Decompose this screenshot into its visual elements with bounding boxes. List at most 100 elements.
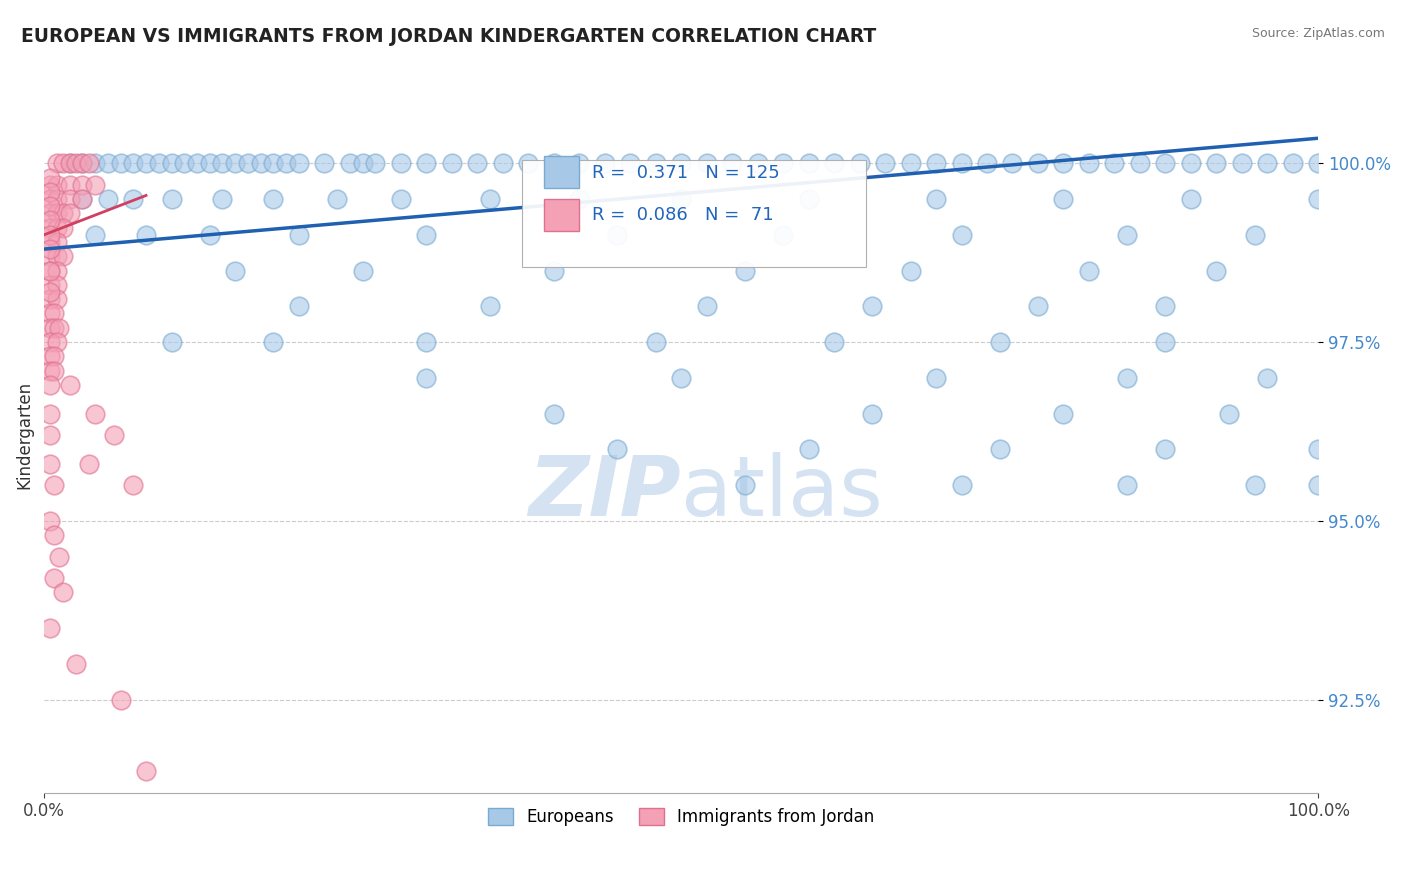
- Point: [1129, 156, 1152, 170]
- Point: [900, 263, 922, 277]
- Point: [58, 156, 80, 170]
- Point: [84, 407, 107, 421]
- Bar: [544, 199, 579, 231]
- Text: ZIP: ZIP: [529, 451, 681, 533]
- Point: [988, 334, 1011, 349]
- Point: [65, 657, 87, 671]
- Point: [58, 178, 80, 192]
- Point: [97, 156, 120, 170]
- Point: [224, 263, 246, 277]
- Point: [696, 299, 718, 313]
- Point: [72, 156, 94, 170]
- Point: [772, 227, 794, 242]
- Point: [1052, 407, 1074, 421]
- Point: [873, 156, 896, 170]
- Point: [39, 185, 62, 199]
- Point: [1243, 227, 1265, 242]
- Point: [797, 442, 820, 457]
- Point: [211, 192, 233, 206]
- Point: [1077, 263, 1099, 277]
- Point: [262, 334, 284, 349]
- Point: [39, 285, 62, 299]
- Point: [352, 156, 374, 170]
- Point: [72, 192, 94, 206]
- Point: [1218, 407, 1240, 421]
- Point: [44, 528, 66, 542]
- Legend: Europeans, Immigrants from Jordan: Europeans, Immigrants from Jordan: [479, 799, 883, 834]
- Point: [77, 457, 100, 471]
- Point: [65, 156, 87, 170]
- Point: [58, 156, 80, 170]
- Point: [39, 306, 62, 320]
- Point: [45, 334, 67, 349]
- Point: [39, 277, 62, 292]
- Point: [45, 235, 67, 249]
- Point: [1116, 478, 1139, 492]
- Point: [39, 514, 62, 528]
- Point: [1243, 478, 1265, 492]
- Point: [1026, 156, 1049, 170]
- Text: R =  0.086   N =  71: R = 0.086 N = 71: [592, 206, 773, 225]
- Point: [492, 156, 515, 170]
- Point: [1052, 192, 1074, 206]
- Point: [950, 227, 973, 242]
- Point: [44, 478, 66, 492]
- Point: [606, 227, 628, 242]
- Point: [39, 213, 62, 227]
- Point: [45, 249, 67, 263]
- Point: [52, 249, 75, 263]
- Point: [465, 156, 488, 170]
- Point: [48, 320, 70, 334]
- Point: [288, 156, 311, 170]
- Point: [39, 170, 62, 185]
- Point: [97, 192, 120, 206]
- Point: [415, 371, 437, 385]
- Point: [1205, 263, 1227, 277]
- Point: [1205, 156, 1227, 170]
- Point: [262, 156, 284, 170]
- Point: [669, 371, 692, 385]
- Point: [1077, 156, 1099, 170]
- Point: [236, 156, 259, 170]
- Point: [1154, 442, 1177, 457]
- Text: R =  0.371   N = 125: R = 0.371 N = 125: [592, 163, 780, 182]
- Point: [58, 192, 80, 206]
- Point: [747, 156, 769, 170]
- Point: [772, 156, 794, 170]
- Point: [988, 442, 1011, 457]
- Point: [122, 478, 145, 492]
- Point: [148, 156, 170, 170]
- Point: [1180, 156, 1202, 170]
- Point: [797, 156, 820, 170]
- Point: [440, 156, 463, 170]
- Point: [1256, 156, 1278, 170]
- Point: [415, 156, 437, 170]
- Point: [72, 156, 94, 170]
- Point: [135, 156, 157, 170]
- Point: [45, 277, 67, 292]
- Point: [1116, 371, 1139, 385]
- Point: [1180, 192, 1202, 206]
- Point: [45, 178, 67, 192]
- Point: [72, 192, 94, 206]
- Point: [288, 227, 311, 242]
- Point: [103, 428, 125, 442]
- Point: [224, 156, 246, 170]
- Point: [173, 156, 195, 170]
- Point: [39, 249, 62, 263]
- Point: [288, 299, 311, 313]
- Point: [696, 156, 718, 170]
- Point: [44, 350, 66, 364]
- Point: [39, 428, 62, 442]
- Point: [415, 227, 437, 242]
- Point: [1281, 156, 1303, 170]
- Point: [39, 220, 62, 235]
- Text: Source: ZipAtlas.com: Source: ZipAtlas.com: [1251, 27, 1385, 40]
- Point: [669, 156, 692, 170]
- Point: [84, 178, 107, 192]
- Point: [45, 292, 67, 306]
- Point: [122, 156, 145, 170]
- Point: [1116, 227, 1139, 242]
- Point: [339, 156, 361, 170]
- Point: [950, 478, 973, 492]
